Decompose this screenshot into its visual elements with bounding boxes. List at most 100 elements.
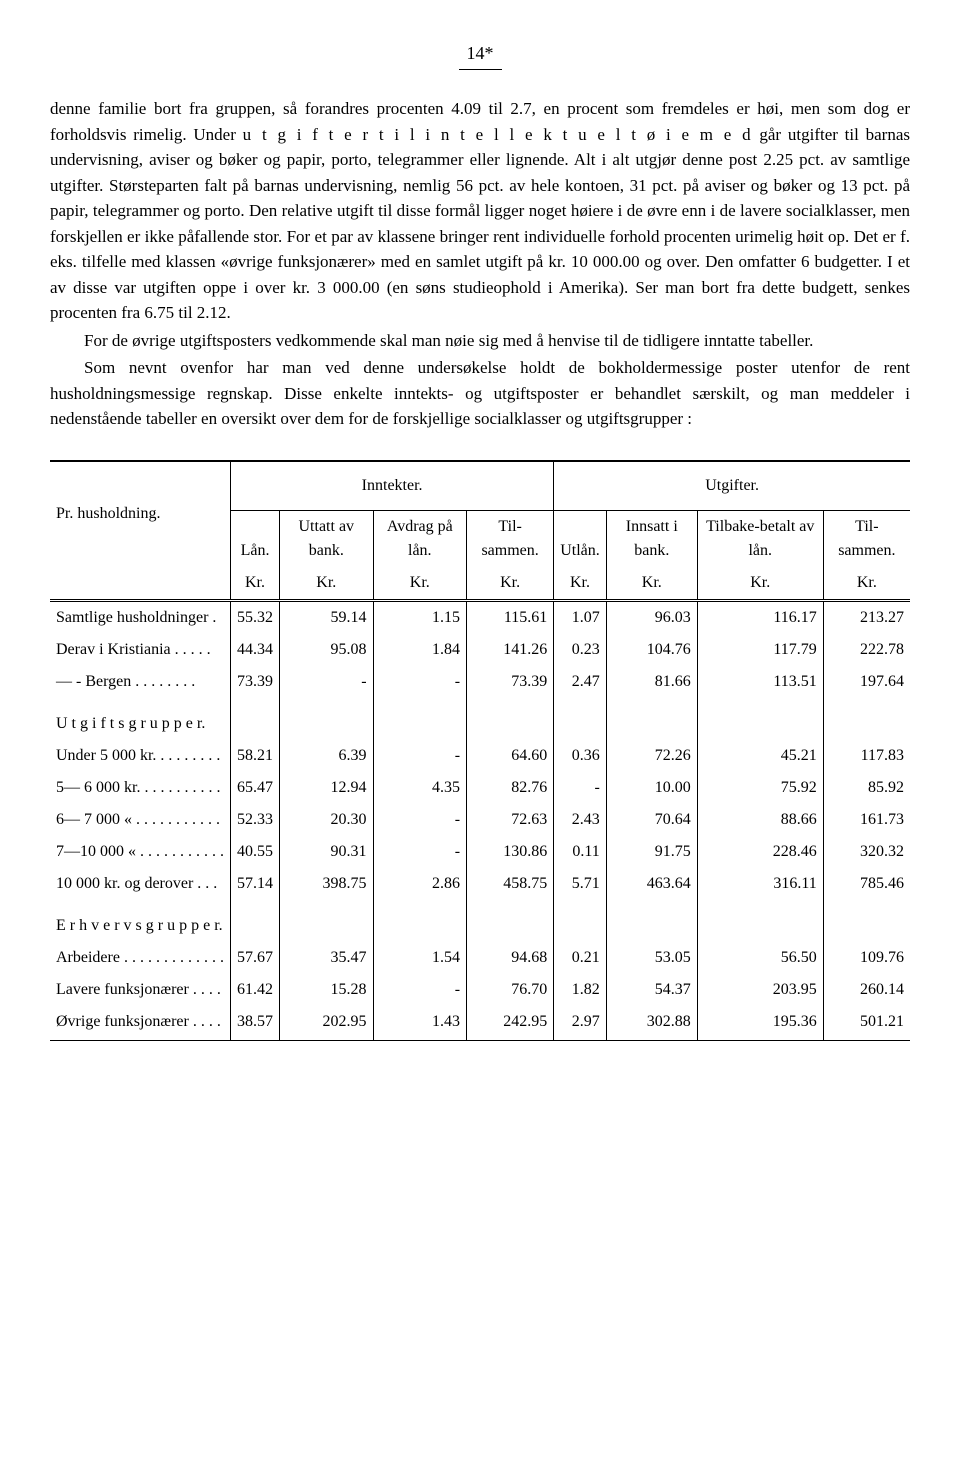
cell: 54.37 xyxy=(606,974,697,1006)
cell: 109.76 xyxy=(823,942,910,974)
table-row: 7—10 000 « . . . . . . . . . . . 40.55 9… xyxy=(50,836,910,868)
cell: 141.26 xyxy=(467,634,554,666)
cell: 53.05 xyxy=(606,942,697,974)
unit-8: Kr. xyxy=(823,567,910,601)
cell: 44.34 xyxy=(231,634,280,666)
table-row: — - Bergen . . . . . . . . 73.39 - - 73.… xyxy=(50,666,910,698)
cell: - xyxy=(373,804,466,836)
cell: 228.46 xyxy=(697,836,823,868)
cell: 242.95 xyxy=(467,1006,554,1041)
cell: 82.76 xyxy=(467,772,554,804)
cell: 213.27 xyxy=(823,600,910,634)
cell: 45.21 xyxy=(697,740,823,772)
cell: 104.76 xyxy=(606,634,697,666)
table-row: Lavere funksjonærer . . . . 61.42 15.28 … xyxy=(50,974,910,1006)
table-row: Arbeidere . . . . . . . . . . . . . 57.6… xyxy=(50,942,910,974)
unit-2: Kr. xyxy=(280,567,374,601)
cell: 95.08 xyxy=(280,634,374,666)
cell: 72.26 xyxy=(606,740,697,772)
unit-6: Kr. xyxy=(606,567,697,601)
cell: - xyxy=(373,740,466,772)
unit-1: Kr. xyxy=(231,567,280,601)
row-label: Lavere funksjonærer . . . . xyxy=(50,974,231,1006)
cell: 73.39 xyxy=(231,666,280,698)
cell: 115.61 xyxy=(467,600,554,634)
cell: 96.03 xyxy=(606,600,697,634)
cell: 64.60 xyxy=(467,740,554,772)
cell: 20.30 xyxy=(280,804,374,836)
cell: 0.11 xyxy=(554,836,607,868)
cell: 785.46 xyxy=(823,868,910,900)
group-utgifter: Utgifter. xyxy=(554,461,910,511)
cell: 316.11 xyxy=(697,868,823,900)
unit-4: Kr. xyxy=(467,567,554,601)
cell: 0.21 xyxy=(554,942,607,974)
cell: 76.70 xyxy=(467,974,554,1006)
cell: - xyxy=(373,836,466,868)
cell: 113.51 xyxy=(697,666,823,698)
cell: 130.86 xyxy=(467,836,554,868)
table-row: 10 000 kr. og derover . . . 57.14 398.75… xyxy=(50,868,910,900)
cell: - xyxy=(554,772,607,804)
h-utlaan: Utlån. xyxy=(554,510,607,567)
h-tilsammen2: Til-sammen. xyxy=(823,510,910,567)
row-label: Arbeidere . . . . . . . . . . . . . xyxy=(50,942,231,974)
cell: 85.92 xyxy=(823,772,910,804)
row-label: Derav i Kristiania . . . . . xyxy=(50,634,231,666)
group-inntekter: Inntekter. xyxy=(231,461,554,511)
cell: 94.68 xyxy=(467,942,554,974)
cell: 58.21 xyxy=(231,740,280,772)
page-number-container: 14* xyxy=(50,40,910,78)
cell: 56.50 xyxy=(697,942,823,974)
cell: 2.97 xyxy=(554,1006,607,1041)
cell: 81.66 xyxy=(606,666,697,698)
cell: 1.15 xyxy=(373,600,466,634)
cell: 59.14 xyxy=(280,600,374,634)
row-label: Under 5 000 kr. . . . . . . . . xyxy=(50,740,231,772)
cell: 116.17 xyxy=(697,600,823,634)
cell: 2.86 xyxy=(373,868,466,900)
cell: 1.54 xyxy=(373,942,466,974)
cell: 458.75 xyxy=(467,868,554,900)
table-row: Øvrige funksjonærer . . . . 38.57 202.95… xyxy=(50,1006,910,1041)
cell: 40.55 xyxy=(231,836,280,868)
row-label: 5— 6 000 kr. . . . . . . . . . . xyxy=(50,772,231,804)
cell: 195.36 xyxy=(697,1006,823,1041)
h-tilbake: Tilbake-betalt av lån. xyxy=(697,510,823,567)
cell: 88.66 xyxy=(697,804,823,836)
caption-left: Pr. husholdning. xyxy=(50,461,231,567)
cell: 260.14 xyxy=(823,974,910,1006)
cell: 2.43 xyxy=(554,804,607,836)
cell: 55.32 xyxy=(231,600,280,634)
cell: 0.36 xyxy=(554,740,607,772)
p1b-spaced: u t g i f t e r t i l i n t e l l e k t … xyxy=(243,125,753,144)
section-utgiftsgrupper: U t g i f t s g r u p p e r. xyxy=(50,698,910,740)
cell: 203.95 xyxy=(697,974,823,1006)
cell: 320.32 xyxy=(823,836,910,868)
cell: - xyxy=(373,666,466,698)
cell: 38.57 xyxy=(231,1006,280,1041)
paragraph-3: Som nevnt ovenfor har man ved denne unde… xyxy=(50,355,910,432)
cell: 57.14 xyxy=(231,868,280,900)
p1c: går utgifter til barnas undervisning, av… xyxy=(50,125,910,323)
h-tilsammen1: Til-sammen. xyxy=(467,510,554,567)
cell: 35.47 xyxy=(280,942,374,974)
table-row: Derav i Kristiania . . . . . 44.34 95.08… xyxy=(50,634,910,666)
cell: 1.82 xyxy=(554,974,607,1006)
cell: - xyxy=(280,666,374,698)
cell: 222.78 xyxy=(823,634,910,666)
cell: 91.75 xyxy=(606,836,697,868)
cell: 70.64 xyxy=(606,804,697,836)
row-label: 6— 7 000 « . . . . . . . . . . . xyxy=(50,804,231,836)
cell: 302.88 xyxy=(606,1006,697,1041)
row-label: 7—10 000 « . . . . . . . . . . . xyxy=(50,836,231,868)
cell: 501.21 xyxy=(823,1006,910,1041)
cell: 73.39 xyxy=(467,666,554,698)
cell: - xyxy=(373,974,466,1006)
h-innsatt: Innsatt i bank. xyxy=(606,510,697,567)
paragraph-1: denne familie bort fra gruppen, så foran… xyxy=(50,96,910,326)
table-row: 6— 7 000 « . . . . . . . . . . . 52.33 2… xyxy=(50,804,910,836)
cell: 0.23 xyxy=(554,634,607,666)
cell: 72.63 xyxy=(467,804,554,836)
table-row: Under 5 000 kr. . . . . . . . . 58.21 6.… xyxy=(50,740,910,772)
